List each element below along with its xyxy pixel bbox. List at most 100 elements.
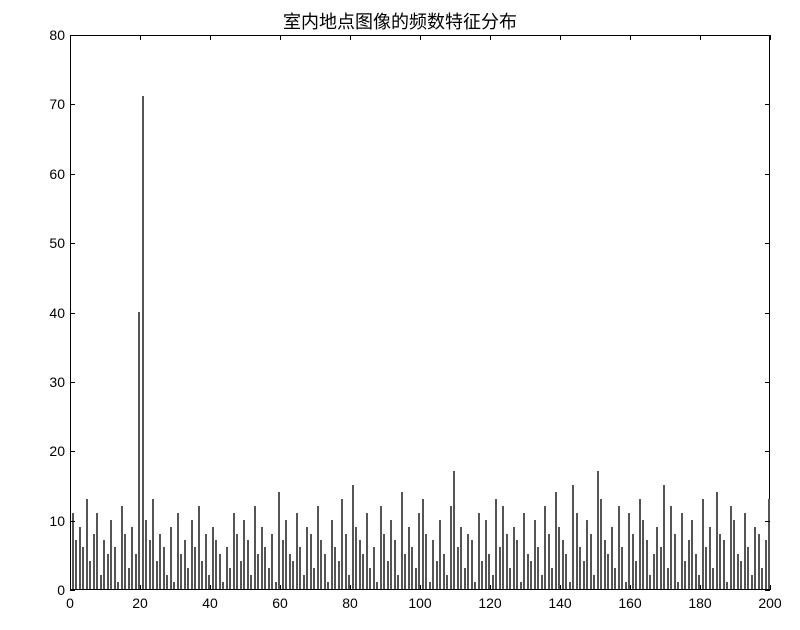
x-tick-label: 20 xyxy=(132,595,148,611)
bar xyxy=(142,96,144,589)
bar xyxy=(656,527,658,589)
x-tick-mark xyxy=(70,585,71,590)
bar xyxy=(404,554,406,589)
y-tick-mark xyxy=(70,382,75,383)
bar xyxy=(422,499,424,589)
bar xyxy=(432,540,434,589)
bar xyxy=(145,520,147,589)
bar xyxy=(397,575,399,589)
bar xyxy=(110,520,112,589)
bar xyxy=(572,485,574,589)
bar xyxy=(516,540,518,589)
bar xyxy=(751,575,753,589)
bar xyxy=(523,513,525,589)
bar xyxy=(740,561,742,589)
bar xyxy=(730,506,732,589)
bar xyxy=(383,534,385,590)
bar xyxy=(250,575,252,589)
bar xyxy=(198,506,200,589)
y-tick-mark xyxy=(70,243,75,244)
bar xyxy=(184,540,186,589)
bar xyxy=(100,575,102,589)
x-tick-mark xyxy=(490,35,491,40)
bar xyxy=(768,499,770,589)
bar xyxy=(712,568,714,589)
bar xyxy=(205,534,207,590)
bar xyxy=(369,568,371,589)
bar xyxy=(642,520,644,589)
bar xyxy=(86,499,88,589)
bar xyxy=(177,513,179,589)
bar xyxy=(597,471,599,589)
x-tick-mark xyxy=(140,35,141,40)
bar xyxy=(240,561,242,589)
bar xyxy=(709,527,711,589)
bar xyxy=(632,534,634,590)
bar xyxy=(635,561,637,589)
bar xyxy=(506,534,508,590)
bar xyxy=(695,554,697,589)
bar xyxy=(520,582,522,589)
x-tick-mark xyxy=(210,35,211,40)
x-tick-label: 180 xyxy=(688,595,711,611)
bar xyxy=(548,534,550,590)
bar xyxy=(313,568,315,589)
bar xyxy=(107,554,109,589)
bar xyxy=(156,561,158,589)
bar xyxy=(621,547,623,589)
y-tick-label: 70 xyxy=(35,96,65,112)
x-tick-mark xyxy=(350,35,351,40)
bar xyxy=(761,568,763,589)
bar xyxy=(411,547,413,589)
x-tick-mark xyxy=(630,585,631,590)
bar xyxy=(541,575,543,589)
y-tick-mark xyxy=(70,521,75,522)
x-tick-mark xyxy=(700,585,701,590)
bar xyxy=(702,499,704,589)
bar xyxy=(726,582,728,589)
chart-container: 室内地点图像的频数特征分布 01020304050607080020406080… xyxy=(0,0,800,630)
bar xyxy=(551,568,553,589)
bar xyxy=(264,547,266,589)
bar xyxy=(187,568,189,589)
bar xyxy=(492,575,494,589)
bar xyxy=(292,561,294,589)
bar xyxy=(173,582,175,589)
bar xyxy=(362,554,364,589)
bar xyxy=(219,554,221,589)
bar xyxy=(338,561,340,589)
bar xyxy=(443,554,445,589)
bar xyxy=(415,568,417,589)
x-tick-mark xyxy=(420,35,421,40)
x-tick-mark xyxy=(770,35,771,40)
bar xyxy=(569,582,571,589)
bar xyxy=(128,568,130,589)
bar xyxy=(233,513,235,589)
bar xyxy=(628,513,630,589)
y-tick-mark xyxy=(765,521,770,522)
bar xyxy=(257,554,259,589)
bar xyxy=(478,513,480,589)
x-tick-mark xyxy=(560,35,561,40)
bar xyxy=(453,471,455,589)
bar xyxy=(170,527,172,589)
bar xyxy=(278,492,280,589)
bar xyxy=(327,582,329,589)
bar xyxy=(89,561,91,589)
y-tick-mark xyxy=(765,174,770,175)
bar xyxy=(135,554,137,589)
x-tick-label: 100 xyxy=(408,595,431,611)
x-tick-label: 120 xyxy=(478,595,501,611)
bar xyxy=(681,513,683,589)
bar xyxy=(425,534,427,590)
x-tick-mark xyxy=(210,585,211,590)
x-tick-mark xyxy=(490,585,491,590)
bar xyxy=(117,582,119,589)
y-tick-mark xyxy=(70,104,75,105)
bar xyxy=(471,540,473,589)
bar xyxy=(299,547,301,589)
bar xyxy=(716,492,718,589)
bar xyxy=(460,527,462,589)
bar xyxy=(226,547,228,589)
bar xyxy=(275,582,277,589)
